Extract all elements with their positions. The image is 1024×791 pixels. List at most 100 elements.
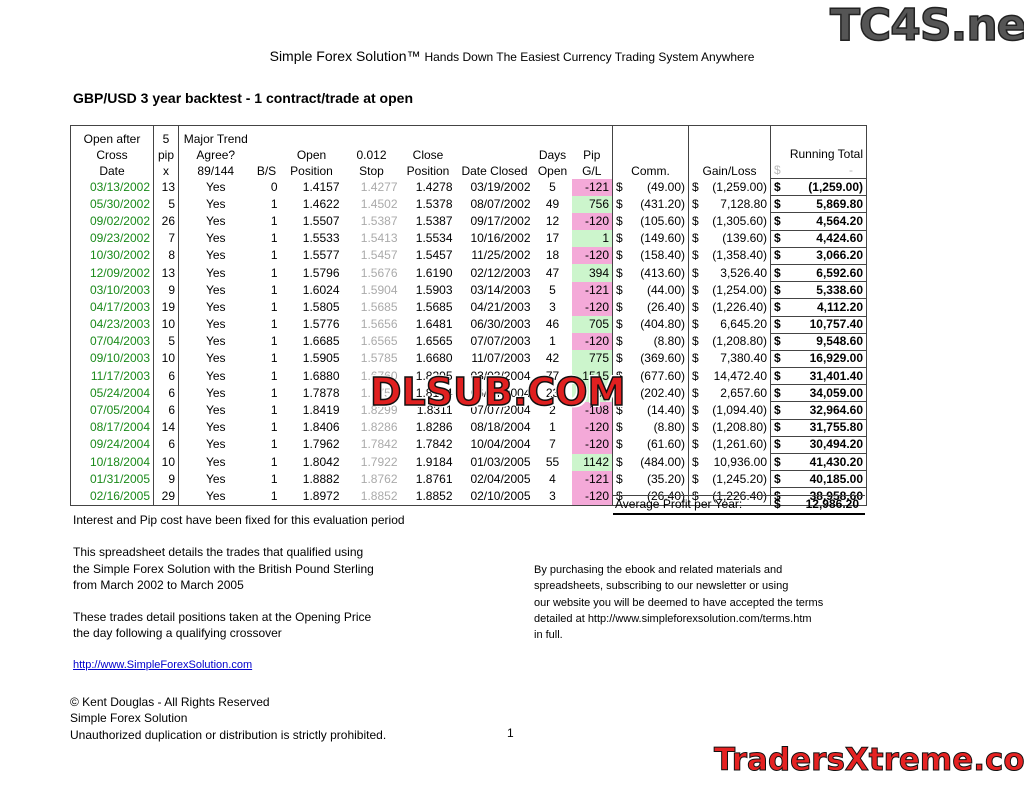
cell: 1.8164 — [415, 385, 453, 400]
trade-row: 02/16/2005 29 Yes 1 1.8972 1.8852 1.8852 02/10/… — [70, 487, 867, 506]
cell: 09/17/2002 — [470, 213, 531, 228]
disclaimer-line: By purchasing the ebook and related mate… — [534, 564, 783, 576]
cell: 1.6685 — [302, 334, 340, 349]
cell: 1.7758 — [360, 385, 398, 400]
note: These trades detail positions taken at t… — [73, 610, 372, 625]
cell-value: (14.40) — [646, 403, 685, 418]
cell-value: (1,305.60) — [712, 213, 767, 228]
cell-value: (1,259.00) — [712, 179, 767, 194]
website-link[interactable]: http://www.SimpleForexSolution.com — [73, 659, 253, 671]
cell: 1 — [571, 230, 613, 248]
cell: 5 — [549, 282, 556, 297]
cell: $10,757.40 — [770, 315, 867, 334]
currency: $ — [774, 385, 781, 400]
cell-value: 10,757.40 — [809, 317, 863, 332]
trade-row: 12/09/2002 13 Yes 1 1.5796 1.5676 1.6190 02/12/… — [70, 263, 867, 283]
cell: 1515 — [571, 367, 613, 385]
cell-value: (8.80) — [653, 420, 685, 435]
cell: 1.5685 — [360, 299, 398, 314]
column-header: Date Closed — [456, 126, 534, 179]
trade-row: 03/13/2002 13 Yes 0 1.4157 1.4277 1.4278 03/19/… — [70, 177, 867, 197]
cell: 5 — [153, 333, 179, 351]
currency: $ — [616, 282, 623, 297]
cell: $ (14.40) — [612, 401, 689, 420]
cell: Yes — [205, 196, 226, 211]
cell: 10 — [153, 453, 179, 471]
cell: 9 — [153, 281, 179, 299]
cell: 1 — [270, 385, 278, 400]
title: Simple Forex Solution™ — [269, 48, 421, 64]
cell: 1 — [270, 265, 278, 280]
trade-row: 05/24/2004 6 Yes 1 1.7878 1.7758 1.8164 06/24/2… — [70, 384, 867, 403]
currency: $ — [774, 317, 781, 332]
disclaimer-line: in full. — [534, 629, 563, 642]
cell: 1.8406 — [302, 420, 340, 435]
note: Interest and Pip cost have been fixed fo… — [73, 513, 405, 527]
header-line: Open — [296, 147, 327, 162]
cell: $14,472.40 — [688, 367, 771, 385]
currency: $ — [692, 196, 699, 211]
cell: 1 — [270, 420, 278, 435]
trade-row: 03/10/2003 9 Yes 1 1.6024 1.5904 1.5903 03/14/2… — [70, 281, 867, 300]
cell-value: (1,226.40) — [712, 299, 767, 314]
cell: 1.4622 — [302, 196, 340, 211]
cell: Yes — [205, 454, 226, 469]
cell: $ (49.00) — [612, 178, 689, 196]
cell: 1.5507 — [302, 213, 340, 228]
cell-value: (404.80) — [640, 317, 685, 332]
cell-value: 31,755.80 — [809, 420, 863, 435]
cell: $ (1,094.40) — [688, 401, 771, 420]
cell-value: (26.40) — [646, 299, 685, 314]
cell: $ (1,226.40) — [688, 298, 771, 316]
trade-row: 01/31/2005 9 Yes 1 1.8882 1.8762 1.8761 02/04/2… — [70, 470, 867, 489]
header-line: Days — [538, 147, 567, 162]
cell: 9 — [153, 470, 179, 488]
cell: 10/16/2002 — [470, 231, 531, 246]
cell-value: 16,929.00 — [809, 351, 863, 366]
cell: 1.8852 — [415, 488, 453, 503]
currency: $ — [616, 317, 623, 332]
cell-value: (1,261.60) — [712, 437, 767, 452]
cell: 01/03/2005 — [470, 454, 531, 469]
note: This spreadsheet details the trades that… — [73, 545, 364, 560]
cell: 1.5905 — [302, 351, 340, 366]
cell: -120 — [571, 247, 613, 265]
cell: 1.7842 — [415, 437, 453, 452]
cell: $ (1,305.60) — [688, 212, 771, 231]
cell: 1.5457 — [360, 248, 398, 263]
currency: $ — [692, 368, 699, 383]
cell: Yes — [205, 282, 226, 297]
heading: GBP/USD 3 year backtest - 1 contract/tra… — [73, 90, 413, 106]
currency: $ — [616, 351, 623, 366]
cell: -121 — [571, 470, 613, 488]
cell: $ (404.80) — [612, 316, 689, 334]
cell: 1.6481 — [415, 317, 453, 332]
currency: $ — [774, 403, 781, 418]
currency: $ — [616, 213, 623, 228]
cell: $4,424.60 — [770, 229, 867, 248]
cell: 10/18/2004 — [70, 453, 154, 471]
cell: 03/03/2004 — [470, 368, 531, 383]
cell: 1 — [270, 334, 278, 349]
cell: 1 — [270, 368, 278, 383]
cell: 1.5903 — [415, 282, 453, 297]
currency: $ — [616, 265, 623, 280]
cell: $ (1,208.80) — [688, 333, 771, 351]
cell: 1.8311 — [416, 403, 453, 418]
cell-value: (202.40) — [640, 385, 685, 400]
note: the Simple Forex Solution with the Briti… — [73, 561, 374, 576]
cell: 09/02/2002 — [70, 212, 154, 231]
cell: $4,564.20 — [770, 212, 867, 231]
trade-row: 09/10/2003 10 Yes 1 1.5905 1.5785 1.6680 11/07/… — [70, 349, 867, 369]
cell: $2,657.60 — [688, 384, 771, 402]
cell: $ (8.80) — [612, 333, 689, 351]
cell-value: 3,066.20 — [816, 248, 863, 263]
cell: 07/04/2003 — [70, 333, 154, 351]
cell: 1.5387 — [415, 213, 453, 228]
cell: $32,964.60 — [770, 401, 867, 420]
cell: $6,592.60 — [770, 263, 867, 283]
cell-value: (35.20) — [646, 471, 685, 486]
cell: 1.5413 — [360, 231, 398, 246]
cell-value: (1,358.40) — [712, 248, 767, 263]
cell-value: (413.60) — [640, 265, 685, 280]
